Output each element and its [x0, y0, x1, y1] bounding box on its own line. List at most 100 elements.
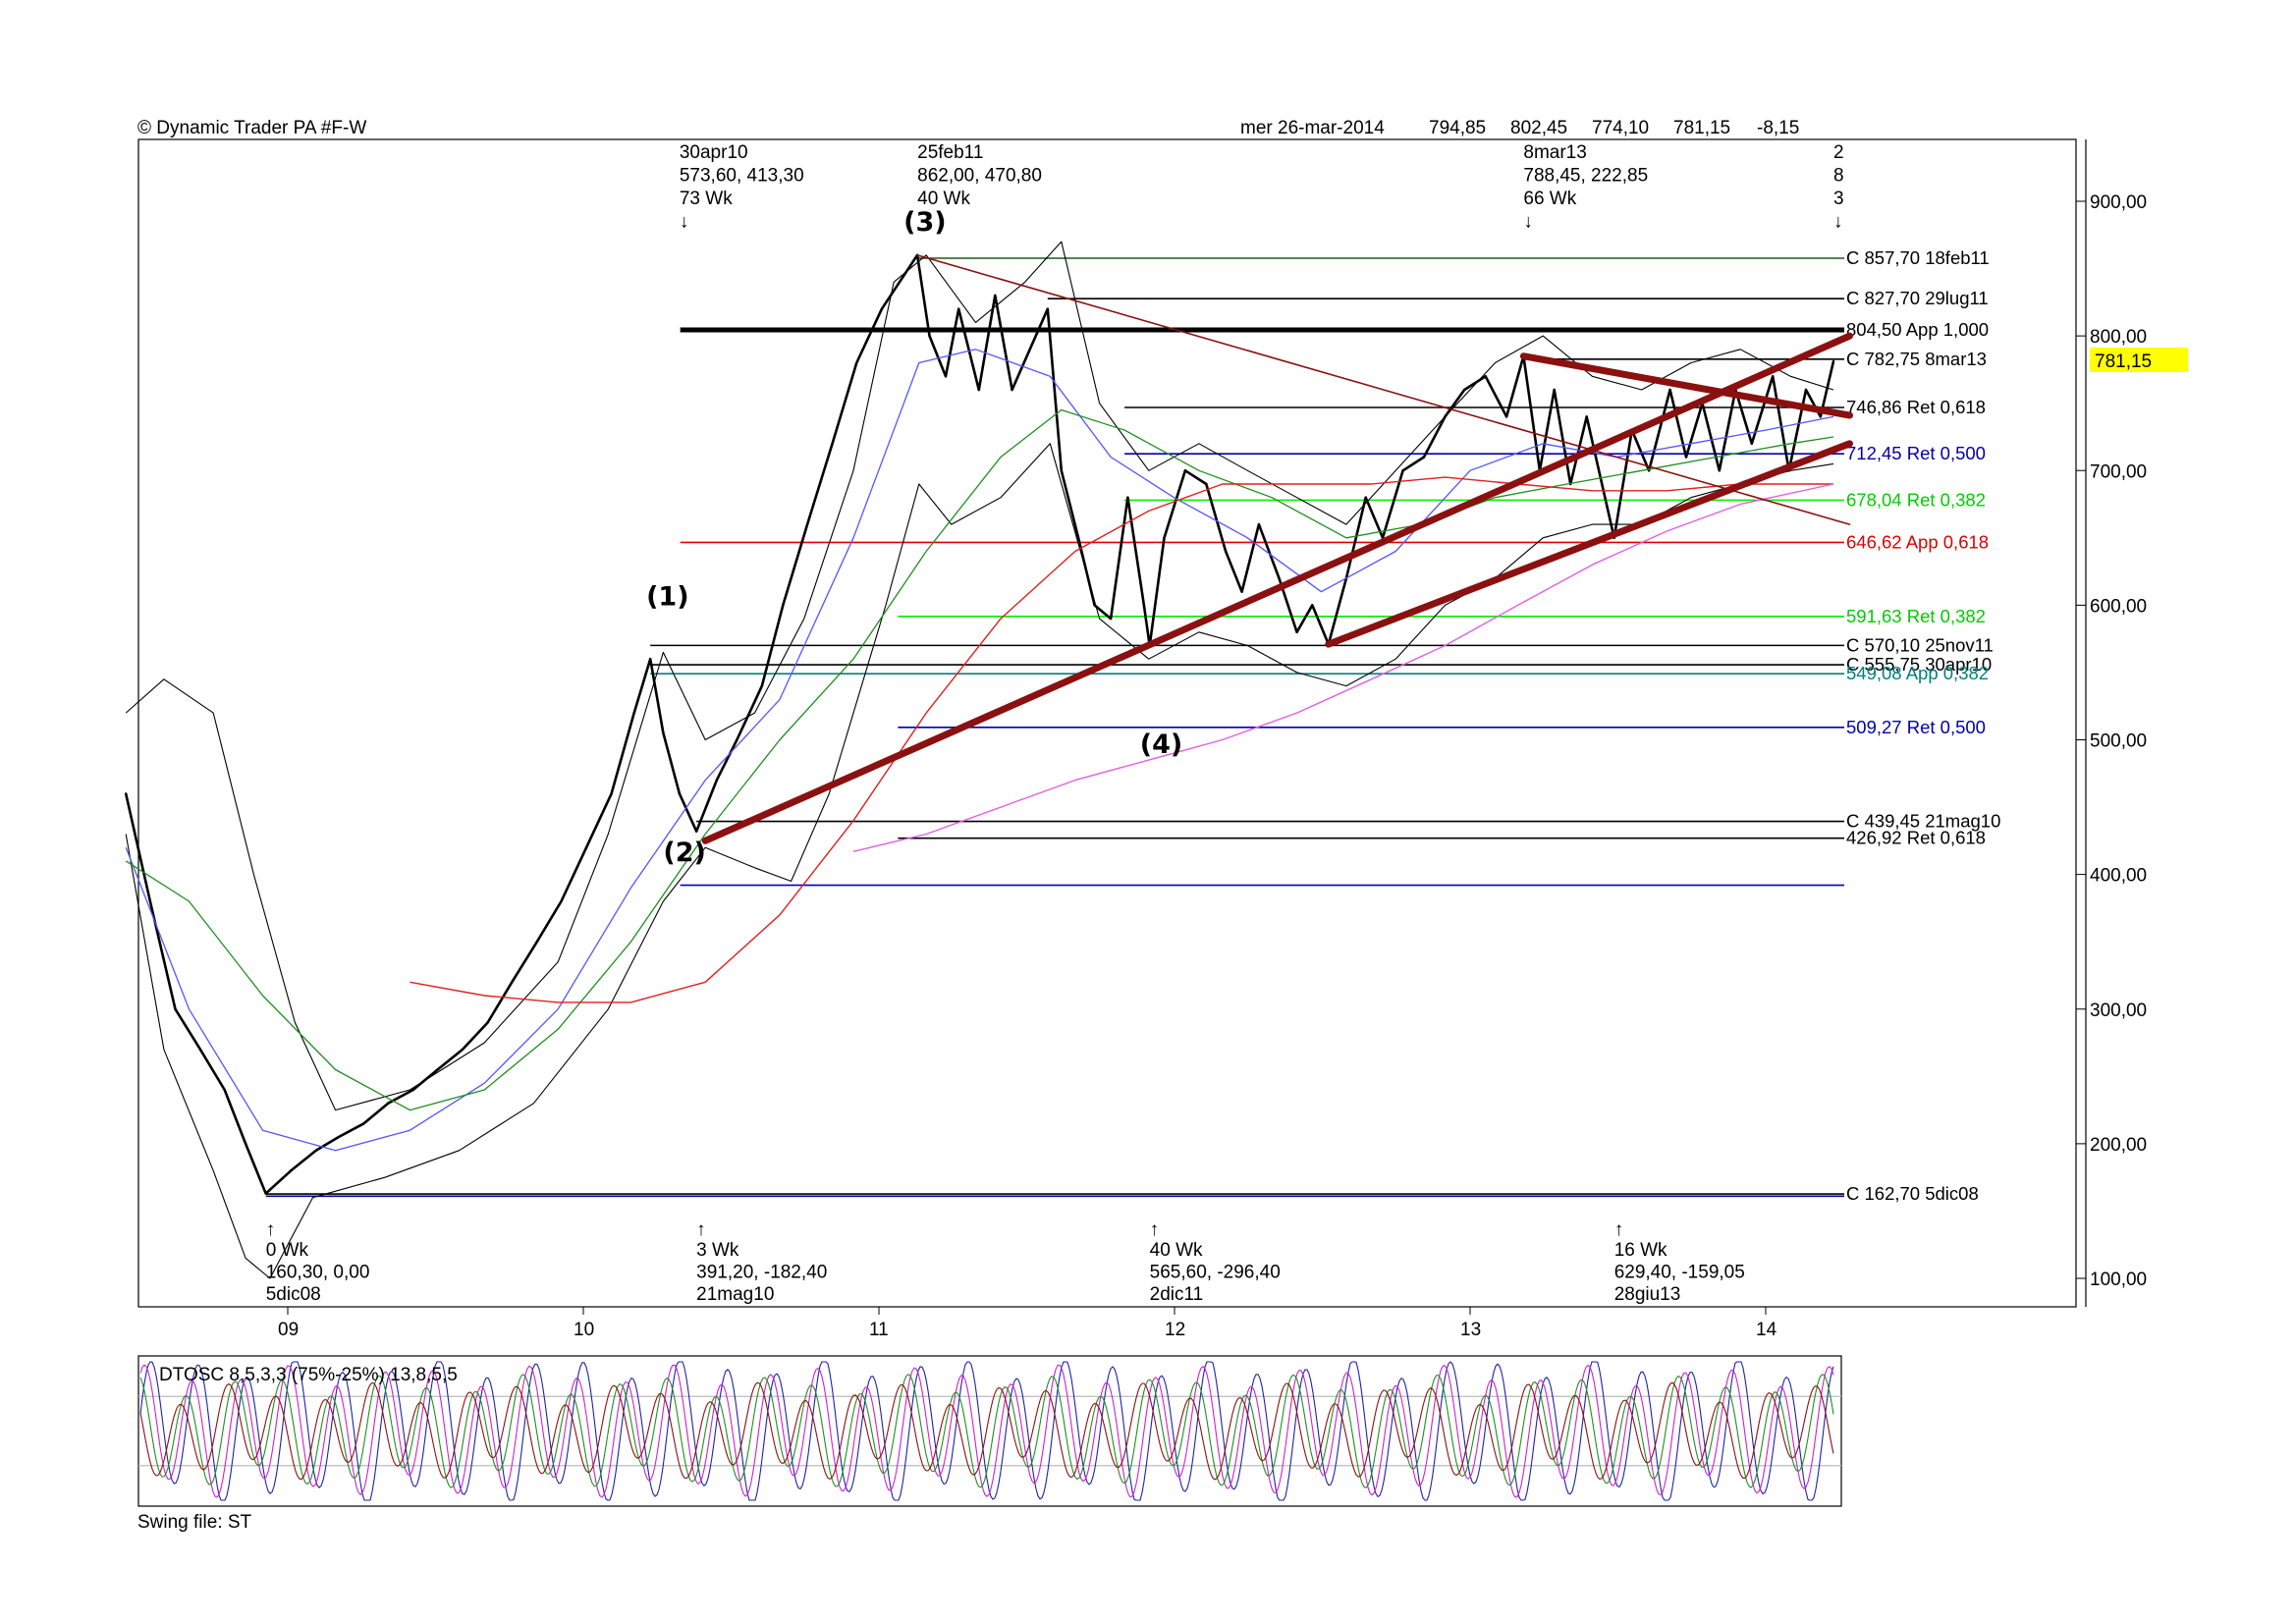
price-point [880, 307, 884, 310]
x-tick-label: 09 [278, 1320, 299, 1340]
level-label: C 827,70 29lug11 [1846, 288, 1989, 308]
trendline-thin [916, 254, 1851, 525]
top-annotation-line: 573,60, 413,30 [680, 166, 804, 187]
level-label: 591,63 Ret 0,382 [1846, 606, 1986, 626]
y-tick-label: 800,00 [2090, 327, 2147, 348]
y-tick-label: 500,00 [2090, 731, 2147, 752]
price-point [362, 1122, 365, 1125]
last-price-value: 781,15 [2095, 351, 2152, 372]
level-label: 509,27 Ret 0,500 [1846, 717, 1986, 737]
price-point [1257, 522, 1261, 526]
header-low: 774,10 [1592, 118, 1649, 138]
level-label: 804,50 App 1,000 [1846, 319, 1989, 340]
y-tick-label: 100,00 [2090, 1270, 2147, 1290]
top-annotation-line: 8mar13 [1523, 142, 1586, 163]
price-point [1401, 469, 1404, 472]
price-point [1295, 630, 1298, 633]
level-label: 678,04 Ret 0,382 [1846, 489, 1986, 510]
y-tick-label: 700,00 [2090, 461, 2147, 482]
price-point [760, 684, 764, 687]
osc-series-1 [139, 1364, 1834, 1498]
price-point [461, 1048, 465, 1052]
price-point [944, 375, 948, 378]
price-point [1278, 576, 1281, 580]
header-change: -8,15 [1757, 118, 1799, 138]
level-label: C 162,70 5dic08 [1846, 1183, 1979, 1204]
wave-label: (3) [903, 207, 946, 238]
osc-series-3 [139, 1381, 1834, 1481]
trendline-thick [701, 332, 1853, 844]
header-close: 781,15 [1673, 118, 1730, 138]
price-point [1163, 536, 1166, 540]
level-label: 646,62 App 0,618 [1846, 531, 1989, 552]
price-point [610, 792, 613, 795]
x-tick-label: 12 [1165, 1320, 1185, 1340]
price-point [486, 1021, 489, 1024]
series-ma_magenta [852, 483, 1834, 852]
header-high: 802,45 [1510, 118, 1567, 138]
price-point [411, 1088, 414, 1092]
price-point [584, 846, 588, 849]
price-point [662, 731, 665, 734]
level-label: 426,92 Ret 0,618 [1846, 828, 1986, 848]
x-tick-label: 14 [1756, 1320, 1777, 1340]
level-label: 549,08 App 0,382 [1846, 663, 1989, 683]
x-tick-label: 11 [869, 1320, 889, 1340]
bottom-annotation-line: 565,60, -296,40 [1150, 1263, 1281, 1283]
top-annotation-line: 66 Wk [1523, 189, 1576, 209]
price-point [1126, 496, 1129, 499]
price-point [1046, 307, 1050, 310]
level-label: C 439,45 21mag10 [1846, 811, 2000, 832]
price-point [1484, 375, 1487, 378]
price-point [560, 899, 563, 903]
bottom-annotation-line: 5dic08 [266, 1284, 321, 1305]
price-point [782, 604, 785, 607]
price-point [1750, 442, 1753, 446]
bottom-annotation-line: 629,40, -159,05 [1614, 1263, 1745, 1283]
price-point [1142, 604, 1146, 607]
bottom-annotation-arrow: ↑ [1150, 1219, 1160, 1240]
price-point [198, 1048, 202, 1052]
top-annotation-line: 30apr10 [680, 142, 748, 163]
price-point [223, 1088, 226, 1092]
trendline-thick [1519, 352, 1853, 419]
level-label: C 555,75 30apr10 [1846, 654, 1992, 675]
axes: 100,00 200,00 300,00 400,00 500,00 600,00 700,… [278, 192, 2147, 1340]
top-annotation-line: 3 [1833, 189, 1844, 209]
price-point [1311, 604, 1314, 607]
price-point [1668, 388, 1671, 392]
price-point [1011, 388, 1013, 392]
series-layer [124, 241, 1835, 1279]
bottom-annotation-arrow: ↑ [1614, 1219, 1624, 1240]
wave-label: (4) [1140, 730, 1182, 760]
top-annotation-line: 788,45, 222,85 [1523, 166, 1648, 187]
oscillator-frame [137, 1355, 1842, 1507]
price-point [1240, 590, 1243, 593]
y-tick-label: 900,00 [2090, 192, 2147, 213]
y-tick-label: 200,00 [2090, 1135, 2147, 1156]
price-point [831, 442, 834, 446]
price-point [1831, 359, 1835, 363]
y-tick-label: 300,00 [2090, 1000, 2147, 1021]
price-point [1553, 388, 1556, 392]
price-point [1224, 550, 1228, 553]
bottom-annotation-arrow: ↑ [696, 1219, 706, 1240]
level-label: C 857,70 18feb11 [1846, 247, 1990, 268]
price-point [994, 294, 997, 297]
y-tick-label: 400,00 [2090, 866, 2147, 887]
price-point [1585, 415, 1588, 418]
series-ma_green [125, 408, 1834, 1111]
price-point [1819, 415, 1823, 418]
price-point [977, 388, 980, 392]
bottom-annotation-line: 28giu13 [1614, 1284, 1681, 1305]
trendlines [701, 254, 1853, 844]
price-point [1060, 469, 1064, 472]
bottom-annotation-line: 3 Wk [696, 1240, 739, 1261]
level-label: C 782,75 8mar13 [1846, 349, 1987, 369]
price-point [1205, 482, 1208, 486]
wave-label: (1) [646, 581, 688, 612]
price-point [290, 1169, 293, 1172]
price-point [314, 1149, 318, 1152]
